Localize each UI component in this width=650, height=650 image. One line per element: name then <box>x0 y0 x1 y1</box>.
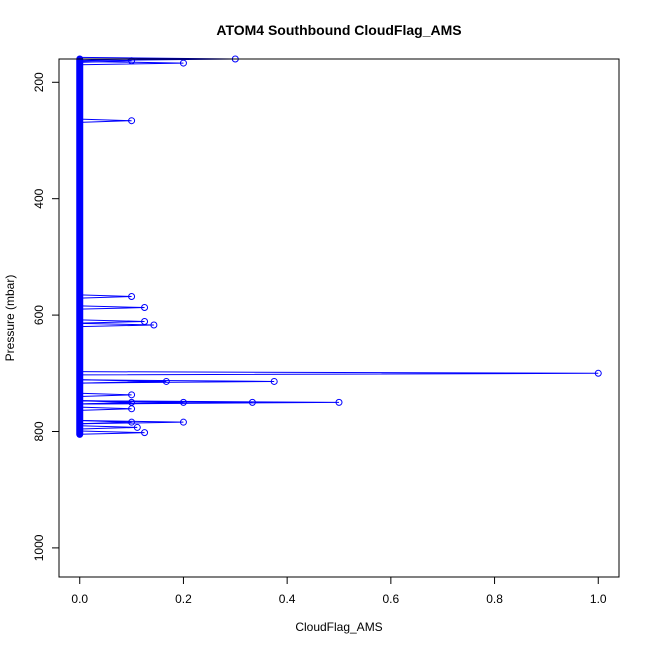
spike-line <box>79 400 340 405</box>
x-tick-label: 0.0 <box>71 592 88 606</box>
y-tick-label: 1000 <box>32 534 46 561</box>
spike-line <box>79 371 599 376</box>
y-axis: 200 400 600 800 1000 <box>32 72 60 561</box>
spike-line <box>79 319 145 324</box>
data-point <box>594 369 602 377</box>
spike-line <box>79 425 138 430</box>
data-point <box>248 398 256 406</box>
y-tick-label: 600 <box>32 305 46 325</box>
spike-line <box>79 420 184 425</box>
data-point <box>179 418 187 426</box>
spike-line <box>79 379 275 384</box>
x-tick-label: 0.8 <box>486 592 503 606</box>
data-point <box>141 429 149 437</box>
x-tick-label: 0.6 <box>383 592 400 606</box>
y-tick-label: 200 <box>32 72 46 92</box>
data-point <box>141 304 149 312</box>
data-point <box>128 117 136 125</box>
spike-line <box>79 118 132 123</box>
data-point <box>128 57 136 65</box>
data-point <box>335 398 343 406</box>
y-tick-label: 400 <box>32 188 46 208</box>
x-tick-label: 0.2 <box>175 592 192 606</box>
data-point <box>128 391 136 399</box>
data-point <box>133 423 141 431</box>
spike-line <box>79 392 132 397</box>
chart-title: ATOM4 Southbound CloudFlag_AMS <box>216 22 461 38</box>
spike-line <box>79 60 184 66</box>
spike-line <box>79 430 145 435</box>
data-point <box>162 377 170 385</box>
series-spikes <box>79 56 599 435</box>
data-point <box>128 292 136 300</box>
data-point <box>128 405 136 413</box>
spike-line <box>79 305 145 310</box>
y-tick-label: 800 <box>32 421 46 441</box>
spike-line <box>79 406 132 411</box>
spike-line <box>79 322 154 328</box>
x-tick-label: 0.4 <box>279 592 296 606</box>
data-point <box>150 321 158 329</box>
spike-line <box>79 294 132 299</box>
x-axis-label: CloudFlag_AMS <box>295 620 382 634</box>
data-point <box>270 377 278 385</box>
series-points <box>128 55 602 437</box>
data-point <box>128 418 136 426</box>
x-tick-label: 1.0 <box>590 592 607 606</box>
y-axis-label: Pressure (mbar) <box>3 275 17 362</box>
data-point <box>141 317 149 325</box>
data-point <box>179 59 187 67</box>
plot-frame <box>58 58 620 578</box>
data-point <box>179 398 187 406</box>
x-axis: 0.0 0.2 0.4 0.6 0.8 1.0 <box>71 576 607 606</box>
